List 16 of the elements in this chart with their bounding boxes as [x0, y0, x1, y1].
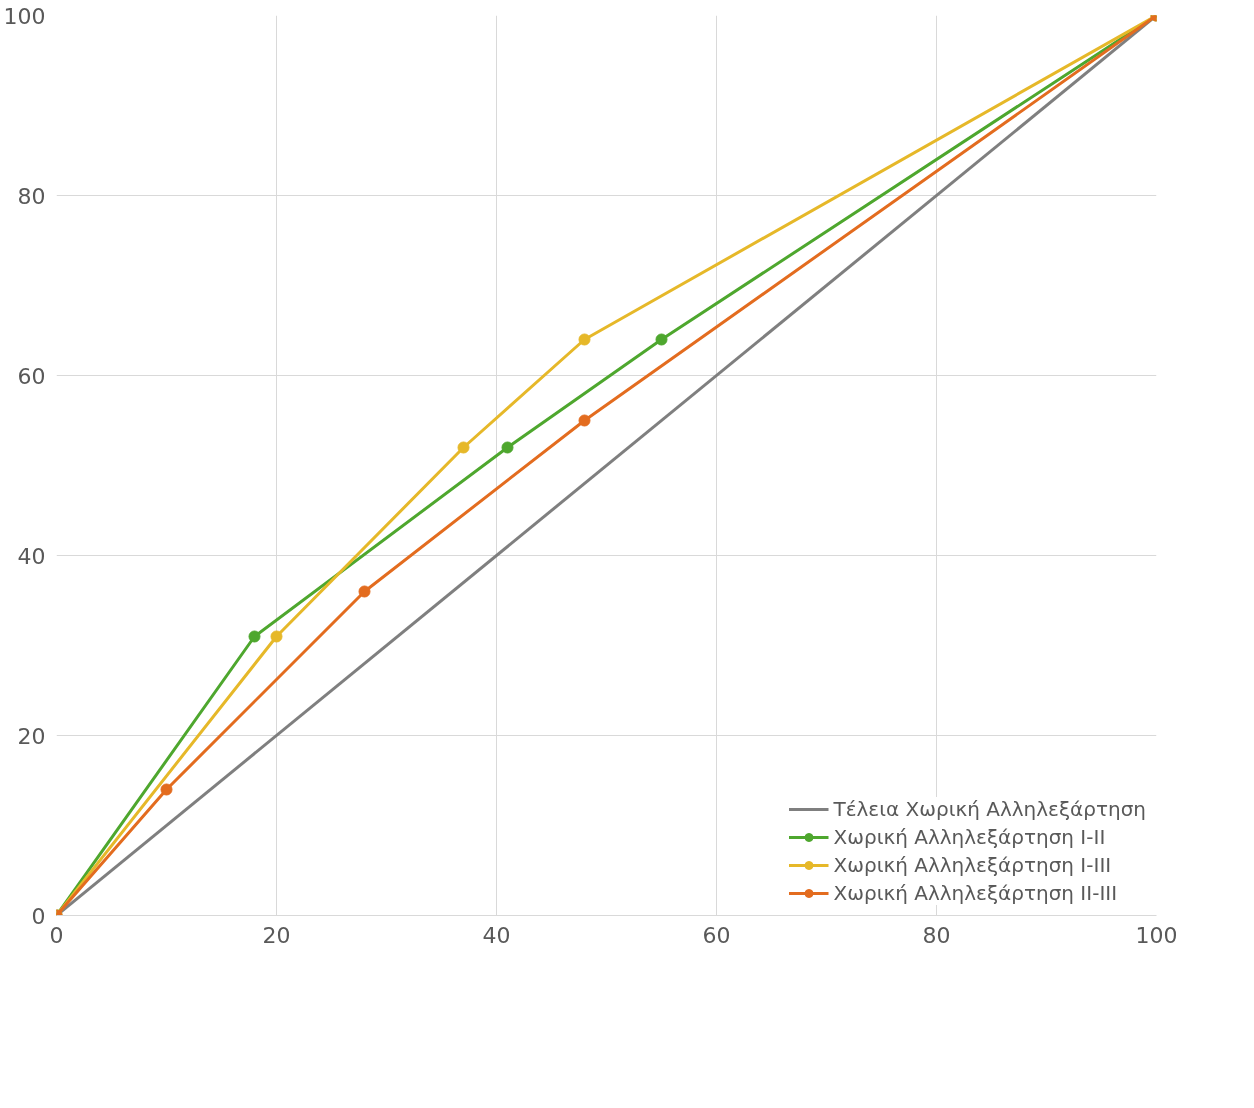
y-tick-label: 100	[3, 3, 46, 29]
x-tick-label: 20	[262, 922, 291, 948]
legend-label: Χωρική Αλληλεξάρτηση I-II	[833, 825, 1106, 849]
y-tick-label: 0	[31, 903, 46, 929]
x-tick-label: 60	[702, 922, 731, 948]
y-tick-label: 20	[17, 723, 46, 749]
legend-label: Χωρική Αλληλεξάρτηση II-III	[833, 881, 1118, 905]
y-tick-label: 80	[17, 183, 46, 209]
legend-label: Τέλεια Χωρική Αλληλεξάρτηση	[833, 797, 1146, 821]
legend-label: Χωρική Αλληλεξάρτηση I-III	[833, 853, 1112, 877]
y-tick-label: 60	[17, 363, 46, 389]
x-tick-label: 40	[482, 922, 511, 948]
x-tick-label: 80	[922, 922, 951, 948]
x-tick-label: 0	[49, 922, 64, 948]
x-tick-label: 100	[1135, 922, 1178, 948]
y-tick-label: 40	[17, 543, 46, 569]
